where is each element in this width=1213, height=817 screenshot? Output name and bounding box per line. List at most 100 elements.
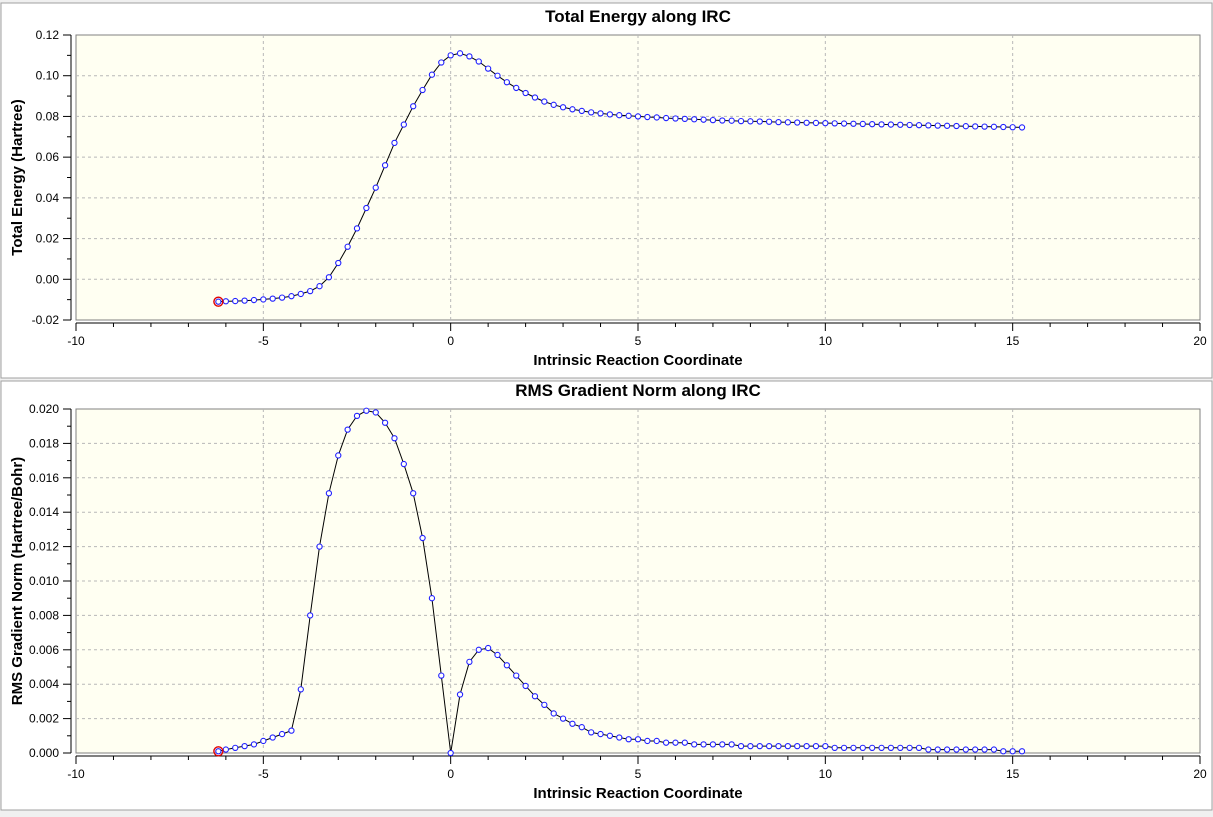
data-point[interactable] bbox=[550, 101, 557, 108]
data-point[interactable] bbox=[363, 407, 370, 414]
data-point[interactable] bbox=[325, 274, 333, 281]
data-point[interactable] bbox=[850, 120, 857, 127]
data-point[interactable] bbox=[737, 742, 745, 750]
data-point[interactable] bbox=[269, 734, 276, 741]
data-point[interactable] bbox=[662, 739, 670, 746]
data-point[interactable] bbox=[278, 730, 286, 738]
data-point[interactable] bbox=[840, 744, 848, 751]
data-point[interactable] bbox=[765, 118, 773, 125]
data-point[interactable] bbox=[475, 58, 482, 65]
data-point[interactable] bbox=[522, 89, 529, 97]
data-point[interactable] bbox=[972, 746, 979, 753]
data-point[interactable] bbox=[344, 426, 351, 433]
data-point[interactable] bbox=[934, 746, 941, 753]
data-point[interactable] bbox=[307, 287, 314, 295]
data-point[interactable] bbox=[410, 490, 417, 497]
data-point[interactable] bbox=[812, 742, 820, 750]
data-point[interactable] bbox=[784, 119, 792, 126]
data-point[interactable] bbox=[709, 116, 717, 124]
data-point[interactable] bbox=[522, 682, 529, 690]
data-point[interactable] bbox=[634, 736, 642, 743]
data-point[interactable] bbox=[215, 748, 222, 755]
data-point[interactable] bbox=[466, 658, 473, 665]
data-point[interactable] bbox=[550, 710, 557, 717]
data-point[interactable] bbox=[569, 106, 576, 113]
data-point[interactable] bbox=[447, 52, 454, 59]
data-point[interactable] bbox=[897, 744, 904, 751]
data-point[interactable] bbox=[878, 744, 885, 751]
data-point[interactable] bbox=[681, 739, 688, 746]
data-point[interactable] bbox=[925, 122, 932, 129]
data-point[interactable] bbox=[925, 746, 932, 753]
data-point[interactable] bbox=[728, 741, 735, 748]
data-point[interactable] bbox=[1018, 748, 1026, 755]
data-point[interactable] bbox=[672, 739, 679, 746]
data-point[interactable] bbox=[260, 296, 267, 303]
data-point[interactable] bbox=[962, 123, 969, 130]
data-point[interactable] bbox=[915, 744, 923, 751]
data-point[interactable] bbox=[719, 741, 726, 748]
data-point[interactable] bbox=[541, 98, 548, 105]
data-point[interactable] bbox=[588, 729, 595, 736]
data-point[interactable] bbox=[953, 746, 960, 753]
data-point[interactable] bbox=[625, 736, 632, 743]
data-point[interactable] bbox=[335, 259, 342, 267]
data-point[interactable] bbox=[484, 65, 492, 72]
data-point[interactable] bbox=[803, 119, 810, 126]
data-point[interactable] bbox=[981, 123, 988, 130]
data-point[interactable] bbox=[353, 412, 361, 420]
data-point[interactable] bbox=[307, 612, 314, 619]
data-point[interactable] bbox=[644, 113, 651, 121]
data-point[interactable] bbox=[1009, 124, 1016, 131]
data-point[interactable] bbox=[269, 295, 276, 302]
data-point[interactable] bbox=[456, 691, 464, 698]
data-point[interactable] bbox=[887, 121, 895, 128]
data-point[interactable] bbox=[859, 120, 866, 128]
data-point[interactable] bbox=[990, 746, 998, 753]
data-point[interactable] bbox=[215, 298, 222, 305]
data-point[interactable] bbox=[400, 121, 407, 128]
data-point[interactable] bbox=[850, 744, 857, 751]
data-point[interactable] bbox=[606, 111, 614, 118]
data-point[interactable] bbox=[906, 121, 913, 129]
data-point[interactable] bbox=[840, 120, 848, 127]
data-point[interactable] bbox=[250, 296, 258, 304]
data-point[interactable] bbox=[831, 744, 838, 751]
data-point[interactable] bbox=[906, 744, 913, 751]
data-point[interactable] bbox=[859, 744, 866, 751]
data-point[interactable] bbox=[878, 121, 885, 128]
data-point[interactable] bbox=[597, 110, 604, 117]
data-point[interactable] bbox=[400, 460, 407, 468]
data-point[interactable] bbox=[943, 746, 951, 753]
data-point[interactable] bbox=[419, 534, 426, 542]
data-point[interactable] bbox=[232, 744, 239, 751]
data-point[interactable] bbox=[625, 112, 632, 119]
data-point[interactable] bbox=[410, 103, 417, 110]
data-point[interactable] bbox=[344, 243, 351, 250]
data-point[interactable] bbox=[719, 117, 726, 124]
data-point[interactable] bbox=[278, 294, 286, 301]
data-point[interactable] bbox=[606, 732, 614, 739]
data-point[interactable] bbox=[559, 715, 567, 722]
selected-point-marker[interactable] bbox=[213, 746, 224, 757]
data-point[interactable] bbox=[428, 595, 436, 602]
data-point[interactable] bbox=[1000, 748, 1007, 755]
data-point[interactable] bbox=[803, 742, 810, 750]
data-point[interactable] bbox=[494, 72, 501, 79]
data-point[interactable] bbox=[700, 741, 707, 748]
data-point[interactable] bbox=[428, 71, 436, 78]
data-point[interactable] bbox=[691, 741, 698, 748]
data-point[interactable] bbox=[794, 742, 801, 750]
data-point[interactable] bbox=[288, 727, 295, 734]
data-point[interactable] bbox=[232, 297, 239, 305]
data-point[interactable] bbox=[747, 742, 754, 750]
data-point[interactable] bbox=[484, 644, 492, 652]
data-point[interactable] bbox=[943, 122, 951, 129]
data-point[interactable] bbox=[747, 118, 754, 125]
data-point[interactable] bbox=[737, 117, 745, 125]
data-point[interactable] bbox=[250, 741, 258, 748]
data-point[interactable] bbox=[503, 79, 511, 86]
data-point[interactable] bbox=[316, 543, 323, 550]
data-point[interactable] bbox=[869, 744, 876, 751]
data-point[interactable] bbox=[756, 118, 763, 125]
